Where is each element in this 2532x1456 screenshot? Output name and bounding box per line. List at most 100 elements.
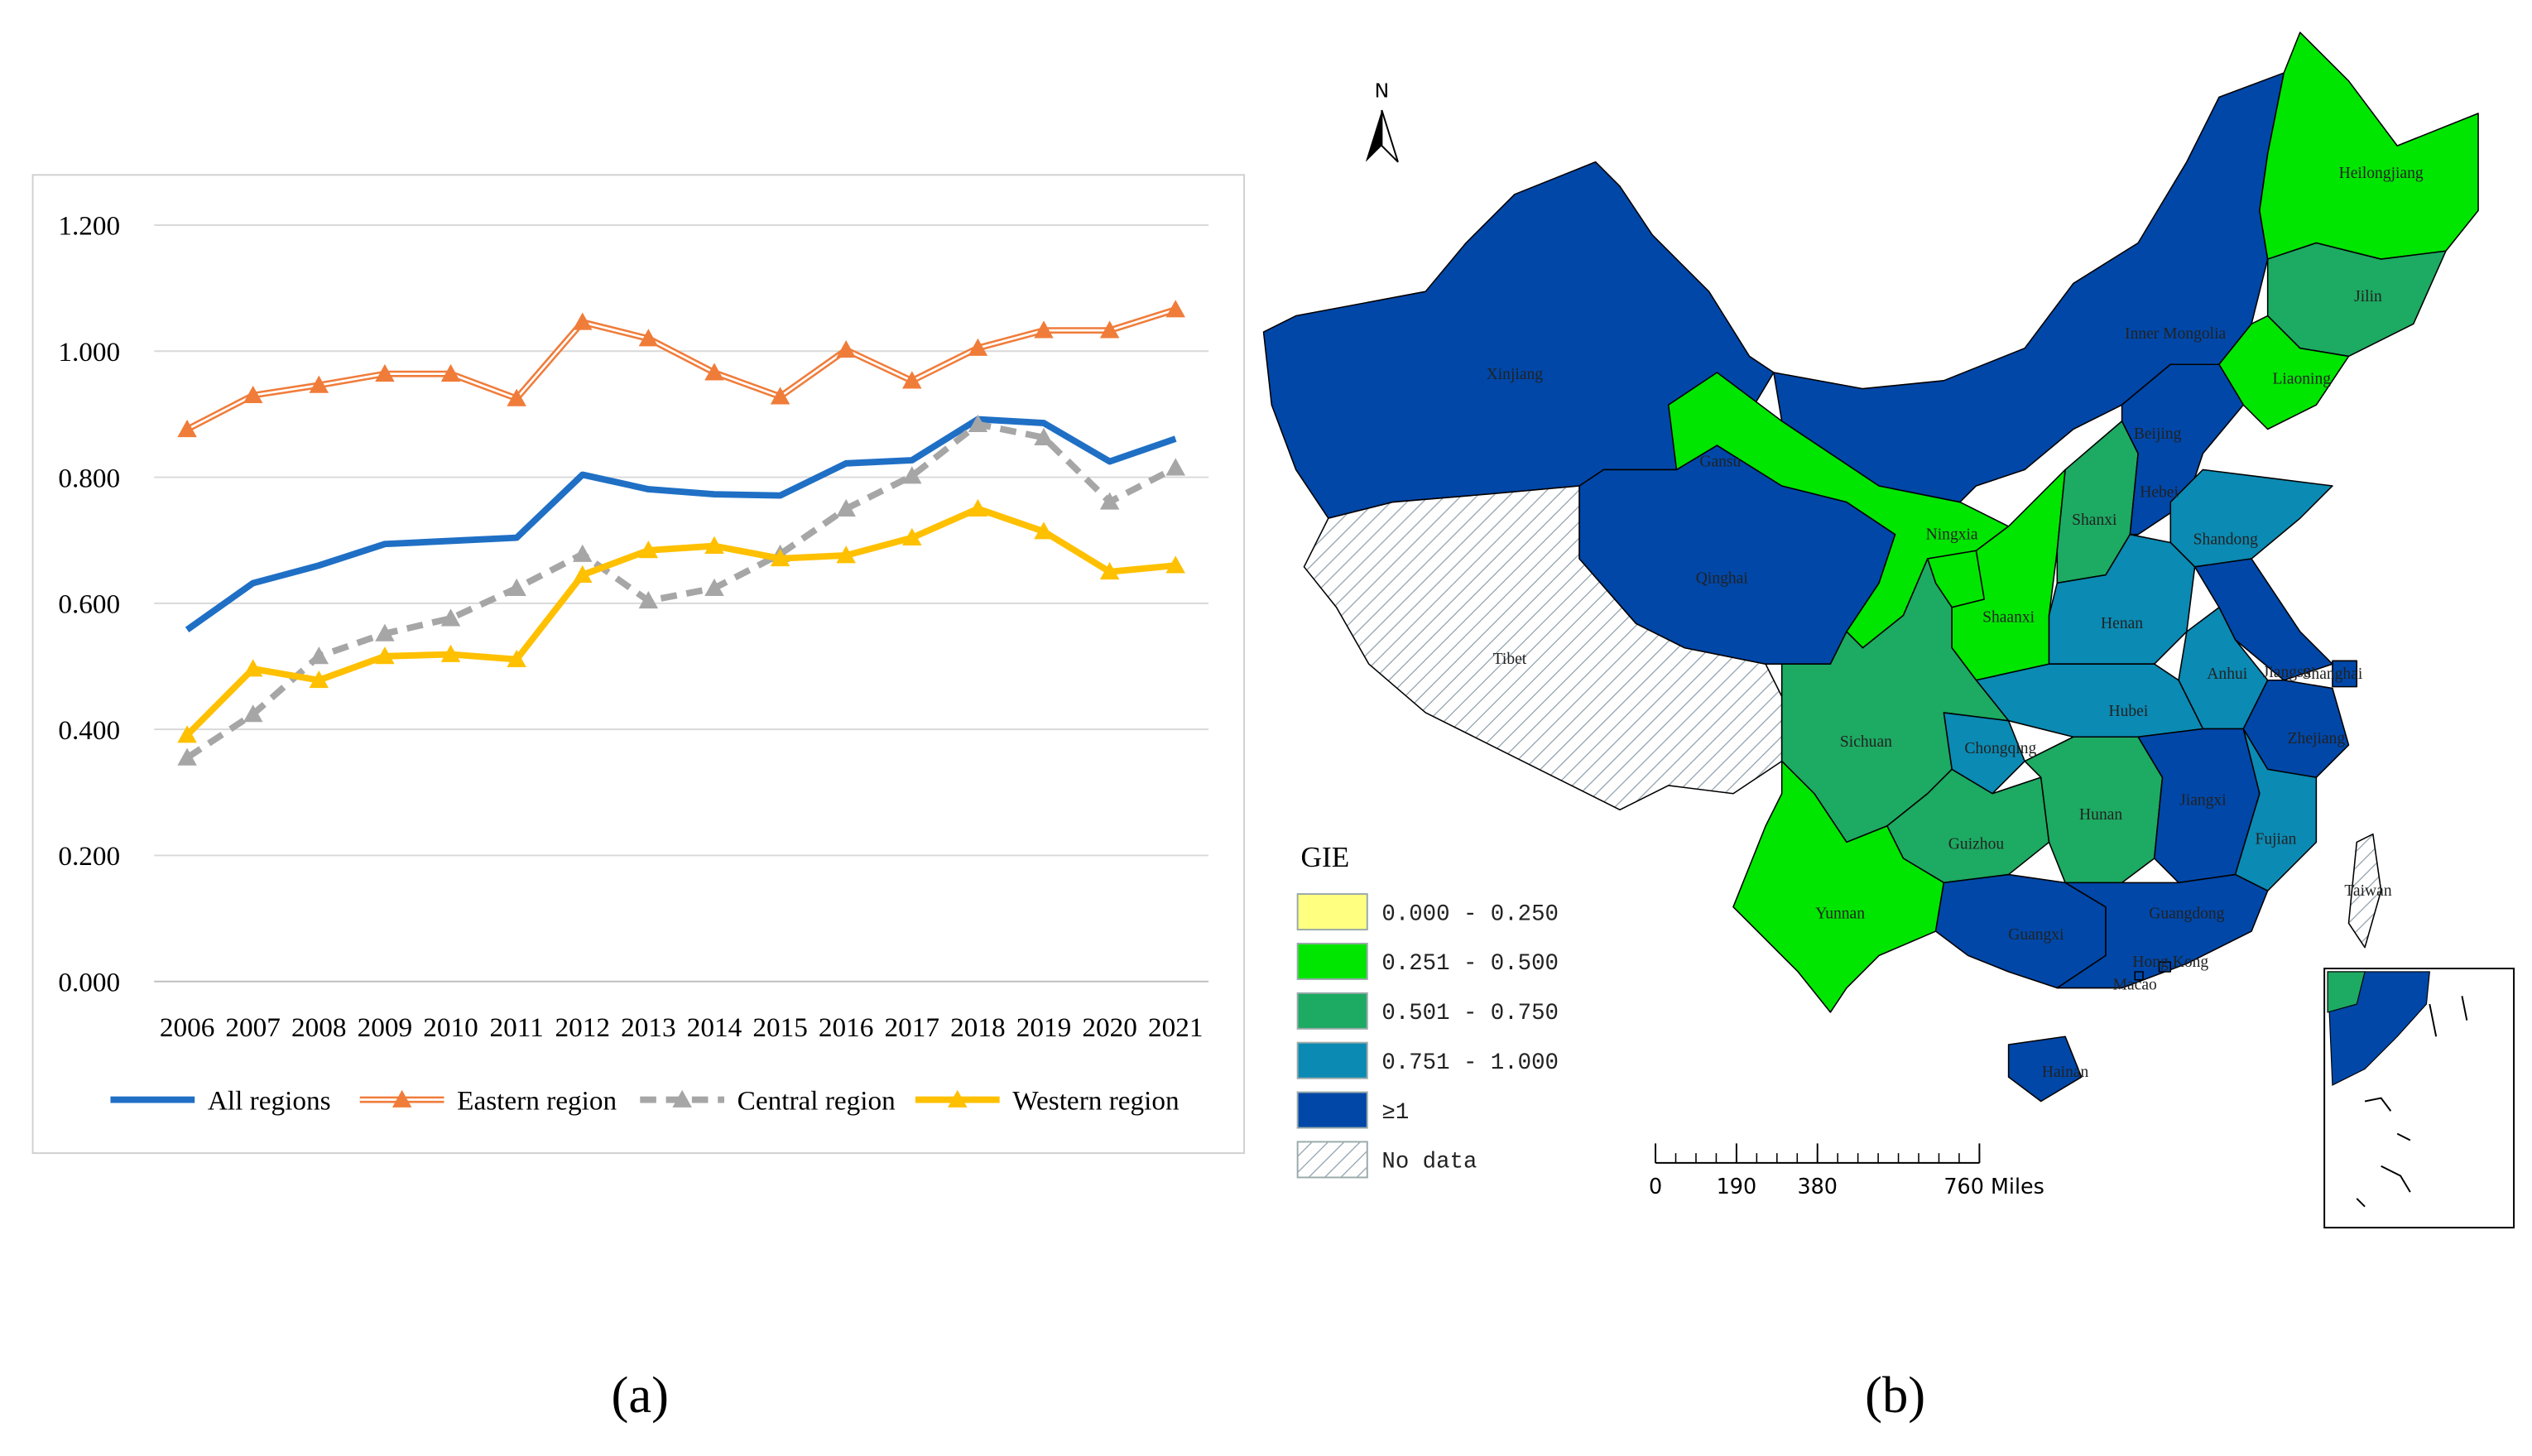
marker: [573, 544, 593, 562]
legend-swatch: [1296, 1041, 1368, 1079]
marker: [375, 646, 395, 665]
province-label: Qinghai: [1696, 569, 1749, 587]
legend-label: 0.251 - 0.500: [1381, 951, 1559, 977]
province-label: Shaanxi: [1982, 608, 2035, 626]
marker: [573, 312, 593, 330]
legend-label: ≥1: [1381, 1100, 1409, 1126]
y-tick-label: 1.000: [58, 337, 120, 368]
caption: (a): [612, 1366, 670, 1424]
scale-label: 380: [1797, 1174, 1838, 1199]
marker: [309, 375, 329, 393]
x-tick-label: 2016: [819, 1012, 874, 1043]
legend-marker: [392, 1089, 412, 1108]
legend-swatch: [1296, 1141, 1368, 1179]
marker: [836, 498, 856, 517]
marker: [836, 545, 856, 564]
province-label: Jiangxi: [2179, 791, 2227, 809]
marker: [177, 419, 197, 438]
y-tick-label: 0.800: [58, 463, 120, 493]
province-label: Jiangsu: [2263, 664, 2312, 681]
province: [2024, 736, 2164, 884]
province-label: Hubei: [2109, 703, 2149, 720]
province-label: Ningxia: [1926, 526, 1978, 544]
legend-marker: [672, 1089, 692, 1108]
marker: [902, 371, 922, 389]
y-tick-label: 1.200: [58, 211, 120, 242]
series-line: [185, 420, 1178, 761]
marker: [704, 363, 724, 381]
marker: [1165, 458, 1185, 476]
province-label: Hunan: [2079, 806, 2122, 824]
marker: [1034, 521, 1054, 540]
province-label: Xinjiang: [1487, 366, 1544, 383]
marker: [968, 498, 988, 517]
province: [1732, 760, 1945, 1013]
x-tick-label: 2018: [950, 1012, 1005, 1043]
marker: [309, 646, 329, 665]
scale-label: 760 Miles: [1943, 1174, 2044, 1199]
marker: [1099, 492, 1120, 510]
marker: [902, 466, 922, 484]
x-tick-label: 2021: [1148, 1012, 1204, 1043]
marker: [770, 549, 790, 567]
province: [2347, 833, 2382, 949]
marker: [507, 578, 526, 596]
province-label: Yunnan: [1815, 905, 1865, 922]
chart-frame: [31, 174, 1246, 1155]
marker: [440, 363, 461, 382]
marker: [1165, 300, 1185, 318]
province-label: Fujian: [2255, 830, 2296, 848]
caption: (b): [1865, 1366, 1925, 1424]
scale-label: 190: [1717, 1174, 1757, 1199]
province-label: Zhejiang: [2288, 730, 2346, 747]
province-label: Hebei: [2140, 484, 2179, 502]
marker: [704, 536, 724, 554]
province-label: Chongqing: [1964, 740, 2036, 757]
marker: [375, 363, 395, 382]
province: [2234, 728, 2318, 891]
legend-swatch: [1296, 992, 1368, 1030]
inset-land: [2327, 971, 2366, 1013]
y-tick-label: 0.400: [58, 715, 120, 746]
marker: [1165, 555, 1185, 574]
marker: [375, 623, 395, 642]
province-label: Gansu: [1699, 454, 1741, 471]
marker: [638, 591, 659, 609]
marker: [243, 659, 263, 677]
x-tick-label: 2010: [423, 1012, 478, 1043]
legend-label: 0.000 - 0.250: [1381, 901, 1559, 927]
legend-label: 0.751 - 1.000: [1381, 1050, 1559, 1076]
scale-label: 0: [1649, 1174, 1662, 1199]
marker: [440, 608, 461, 627]
province-label: Macao: [2113, 976, 2157, 993]
map-legend-title: GIE: [1301, 841, 1350, 873]
x-tick-label: 2012: [555, 1012, 610, 1043]
marker: [968, 338, 988, 356]
province-label: Shanxi: [2072, 512, 2117, 529]
legend-swatch: [1296, 942, 1368, 980]
inset-islands: [2356, 996, 2468, 1208]
x-tick-label: 2009: [358, 1012, 413, 1043]
marker: [968, 414, 988, 432]
x-tick-label: 2020: [1082, 1012, 1136, 1043]
legend-swatch: [1296, 893, 1368, 931]
province-label: Guangxi: [2008, 926, 2064, 944]
province-label: Liaoning: [2272, 371, 2331, 388]
marker: [770, 387, 790, 405]
province-label: Heilongjiang: [2339, 165, 2424, 182]
series-line: [185, 416, 1177, 633]
marker: [507, 649, 526, 668]
marker: [1034, 427, 1054, 445]
legend-label: 0.501 - 0.750: [1381, 1001, 1559, 1026]
legend-label: Central region: [737, 1085, 896, 1116]
marker: [243, 704, 263, 723]
marker: [573, 565, 593, 583]
legend-label: Eastern region: [457, 1085, 617, 1116]
x-tick-label: 2008: [291, 1012, 347, 1043]
province: [2056, 873, 2269, 989]
map-provinces: [1262, 31, 2479, 1103]
marker: [638, 329, 659, 347]
province-label: Jilin: [2354, 288, 2382, 305]
